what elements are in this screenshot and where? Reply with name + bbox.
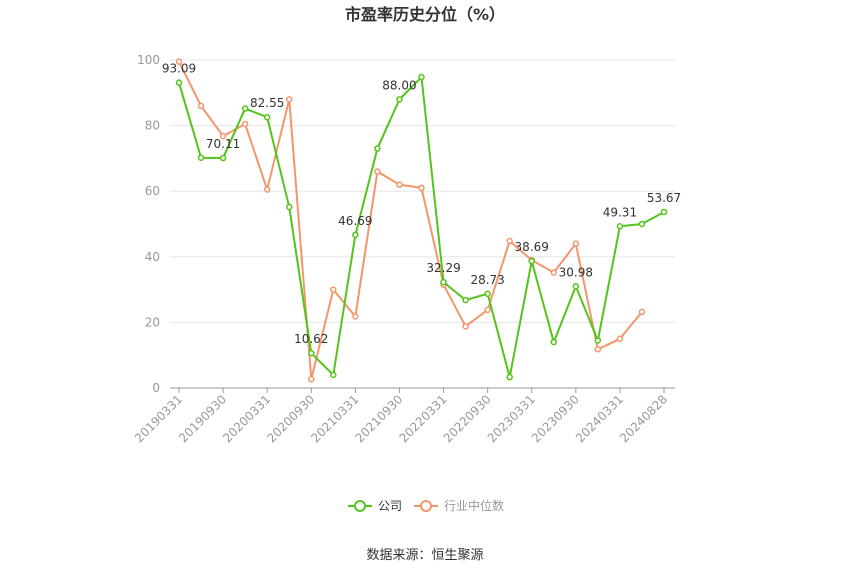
data-point[interactable] (484, 306, 491, 314)
data-point[interactable] (594, 337, 602, 344)
y-tick-label: 80 (145, 119, 160, 133)
legend-item-industry-median[interactable]: 行业中位数 (414, 498, 504, 513)
data-point[interactable] (572, 283, 580, 290)
data-point[interactable] (197, 154, 205, 161)
data-point[interactable] (263, 186, 271, 193)
legend-industry-label: 行业中位数 (444, 498, 504, 513)
legend-industry-marker (420, 500, 432, 512)
x-tick-label: 20240828 (617, 392, 670, 445)
data-point[interactable] (462, 296, 469, 304)
data-point[interactable] (594, 346, 602, 353)
data-point[interactable] (308, 375, 315, 383)
legend-item-company[interactable]: 公司 (348, 499, 402, 513)
data-point[interactable] (528, 257, 535, 265)
data-point[interactable] (638, 220, 646, 228)
data-label: 30.98 (559, 265, 593, 279)
data-point[interactable] (352, 231, 359, 239)
data-point[interactable] (285, 96, 293, 103)
data-label: 10.62 (294, 332, 328, 346)
series-line (178, 76, 665, 379)
legend-company-label: 公司 (378, 499, 402, 513)
data-point[interactable] (352, 313, 359, 320)
data-point[interactable] (263, 113, 271, 121)
data-point[interactable] (285, 203, 293, 211)
data-point[interactable] (440, 278, 447, 286)
data-point[interactable] (219, 154, 227, 162)
data-point[interactable] (638, 308, 646, 316)
legend[interactable]: 公司 行业中位数 (348, 498, 504, 513)
data-point[interactable] (197, 102, 205, 110)
data-label: 28.73 (470, 273, 504, 287)
data-point[interactable] (616, 335, 624, 343)
data-point[interactable] (462, 323, 469, 330)
data-point[interactable] (175, 79, 183, 86)
data-label: 53.67 (647, 191, 681, 205)
data-label: 38.69 (515, 240, 549, 254)
data-point[interactable] (550, 338, 558, 346)
data-point[interactable] (374, 168, 381, 175)
data-point[interactable] (219, 132, 227, 140)
data-point[interactable] (396, 96, 403, 103)
data-label: 46.69 (338, 214, 372, 228)
series-industry-median (175, 58, 646, 383)
y-tick-label: 100 (137, 53, 160, 67)
data-point[interactable] (506, 237, 513, 245)
series-layer (175, 58, 668, 383)
y-axis-ticks: 0 20 40 60 80 100 (137, 53, 160, 395)
data-label: 32.29 (426, 261, 460, 275)
data-point[interactable] (396, 181, 403, 188)
x-axis: 2019033120190930202003312020093020210331… (132, 387, 675, 445)
data-label: 82.55 (250, 96, 284, 110)
y-tick-label: 0 (152, 381, 160, 395)
data-source: 数据来源：恒生聚源 (366, 548, 483, 563)
data-point[interactable] (418, 73, 425, 81)
data-point[interactable] (550, 269, 558, 276)
y-tick-label: 60 (145, 184, 160, 198)
data-point[interactable] (616, 223, 624, 230)
data-label: 93.09 (162, 62, 196, 76)
data-point[interactable] (418, 184, 425, 192)
data-point[interactable] (374, 145, 381, 152)
data-point[interactable] (572, 240, 580, 247)
data-label: 49.31 (603, 205, 637, 219)
y-tick-label: 40 (145, 250, 160, 264)
data-label: 88.00 (382, 78, 416, 92)
data-label: 70.11 (206, 137, 240, 151)
data-point[interactable] (241, 120, 249, 128)
series-company (175, 73, 668, 381)
data-point[interactable] (330, 371, 337, 379)
data-point[interactable] (660, 208, 668, 216)
data-point[interactable] (506, 373, 513, 381)
data-point[interactable] (308, 349, 315, 357)
data-labels: 93.09 70.11 82.55 10.62 46.69 88.00 32.29 28.73… (162, 62, 681, 347)
chart-title: 市盈率历史分位（%） (345, 5, 505, 24)
series-line (178, 61, 643, 381)
data-point[interactable] (484, 290, 491, 298)
data-point[interactable] (175, 58, 183, 65)
data-point[interactable] (330, 286, 337, 293)
y-tick-label: 20 (145, 315, 160, 329)
legend-company-marker (354, 500, 366, 512)
data-point[interactable] (241, 105, 249, 112)
